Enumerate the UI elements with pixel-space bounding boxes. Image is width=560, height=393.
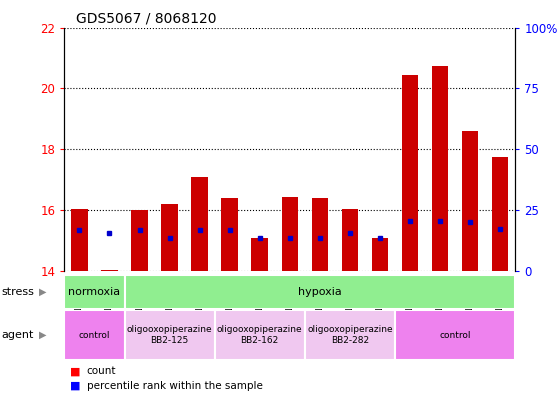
Bar [214, 310, 305, 360]
Bar [251, 238, 268, 271]
Text: control: control [440, 331, 471, 340]
Bar [342, 209, 358, 271]
Bar [282, 196, 298, 271]
Bar [311, 198, 328, 271]
Text: control: control [79, 331, 110, 340]
Bar [64, 310, 124, 360]
Bar [192, 177, 208, 271]
Bar [101, 270, 118, 271]
Bar [64, 275, 124, 309]
Text: oligooxopiperazine
BB2-162: oligooxopiperazine BB2-162 [217, 325, 302, 345]
Text: normoxia: normoxia [68, 287, 120, 297]
Bar [305, 310, 395, 360]
Text: GDS5067 / 8068120: GDS5067 / 8068120 [76, 12, 216, 26]
Text: ■: ■ [70, 366, 81, 376]
Bar [395, 310, 515, 360]
Bar [124, 275, 515, 309]
Text: ■: ■ [70, 381, 81, 391]
Bar [221, 198, 238, 271]
Text: agent: agent [1, 330, 34, 340]
Text: percentile rank within the sample: percentile rank within the sample [87, 381, 263, 391]
Bar [432, 66, 449, 271]
Text: hypoxia: hypoxia [298, 287, 342, 297]
Bar [124, 310, 214, 360]
Text: ▶: ▶ [39, 330, 46, 340]
Text: oligooxopiperazine
BB2-125: oligooxopiperazine BB2-125 [127, 325, 212, 345]
Bar [492, 157, 508, 271]
Bar [161, 204, 178, 271]
Text: ▶: ▶ [39, 287, 46, 297]
Bar [131, 210, 148, 271]
Bar [372, 238, 388, 271]
Bar [402, 75, 418, 271]
Bar [71, 209, 88, 271]
Text: stress: stress [1, 287, 34, 297]
Text: count: count [87, 366, 116, 376]
Text: oligooxopiperazine
BB2-282: oligooxopiperazine BB2-282 [307, 325, 393, 345]
Bar [462, 131, 478, 271]
